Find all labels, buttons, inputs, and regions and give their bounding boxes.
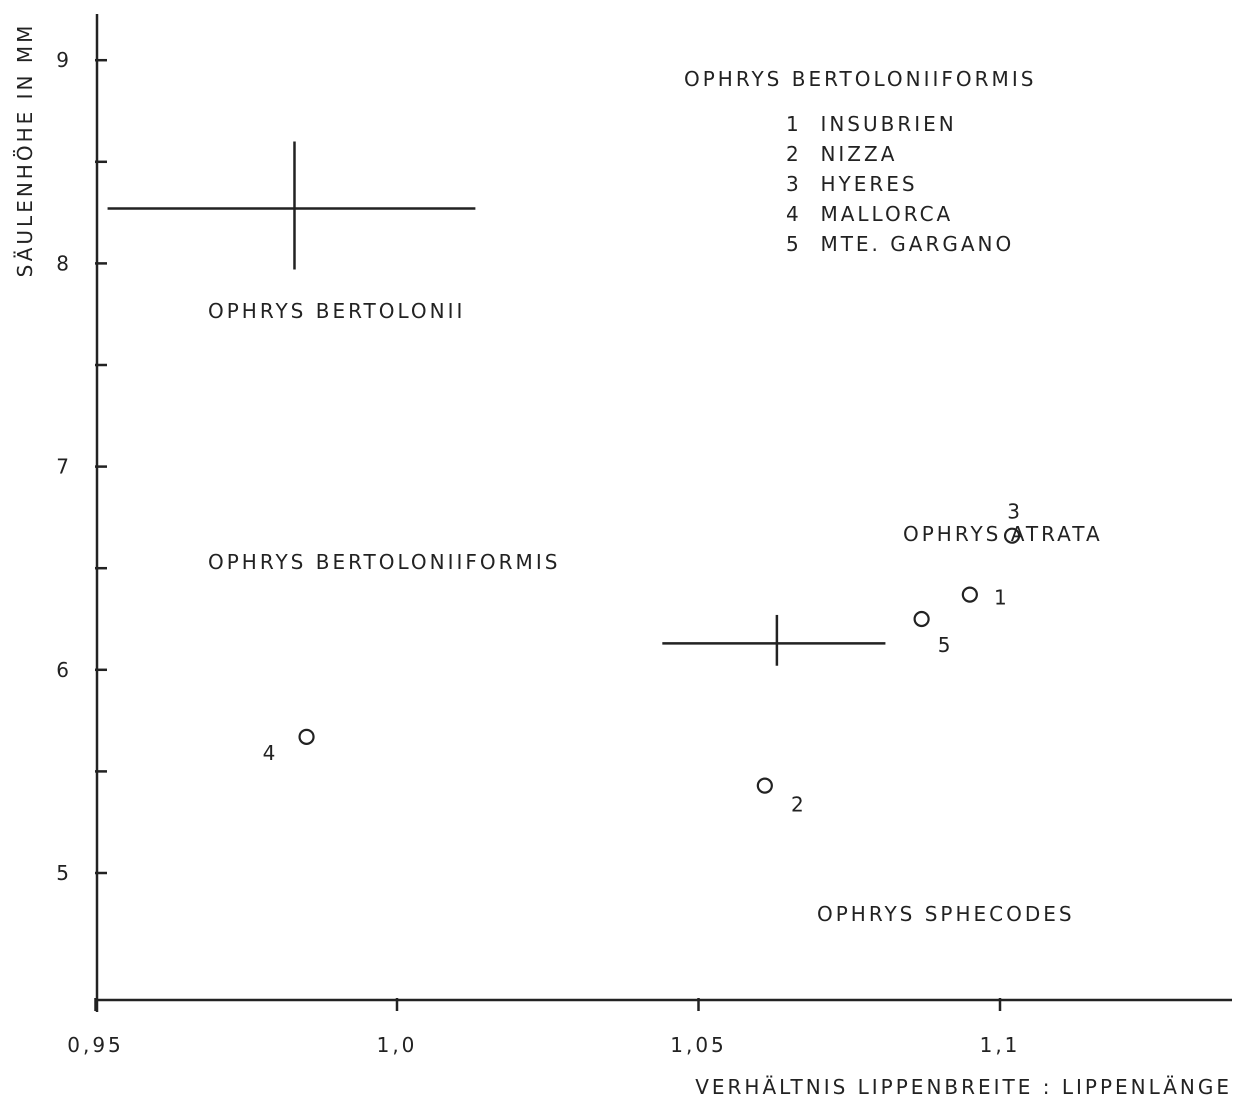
data-point-label: 4 (263, 741, 279, 765)
legend-item: 3 HYERES (786, 172, 918, 196)
x-tick-label: 1,05 (670, 1033, 727, 1057)
x-tick-label: 1,0 (377, 1033, 418, 1057)
y-tick-label: 9 (56, 48, 72, 72)
x-tick-label: 0,95 (67, 1033, 124, 1057)
data-point-label: 1 (994, 586, 1010, 610)
points: 1 2 3 4 5 (263, 500, 1023, 817)
y-axis-label: SÄULENHÖHE IN MM (13, 23, 37, 278)
data-point (298, 728, 315, 745)
x-axis-label: VERHÄLTNIS LIPPENBREITE : LIPPENLÄNGE (695, 1075, 1232, 1099)
legend-item: 4 MALLORCA (786, 202, 953, 226)
legend: OPHRYS BERTOLONIIFORMIS 1 INSUBRIEN 2 NI… (684, 67, 1036, 256)
data-point-label: 3 (1007, 500, 1023, 524)
x-tick-label: 1,1 (980, 1033, 1021, 1057)
data-point (961, 586, 978, 603)
legend-item: 5 MTE. GARGANO (786, 232, 1014, 256)
data-point-label: 5 (938, 633, 954, 657)
species-cross (662, 614, 886, 666)
data-point-label: 2 (791, 793, 807, 817)
data-point (913, 610, 930, 628)
legend-title: OPHRYS BERTOLONIIFORMIS (684, 67, 1036, 91)
species-cross (107, 141, 476, 270)
annotation-bertoloniiformis: OPHRYS BERTOLONIIFORMIS (208, 550, 560, 574)
y-tick-label: 7 (56, 455, 72, 479)
annotation-bertolonii: OPHRYS BERTOLONII (208, 299, 465, 323)
annotation-sphecodes: OPHRYS SPHECODES (817, 902, 1075, 926)
y-tick-label: 5 (56, 861, 72, 885)
legend-item: 1 INSUBRIEN (786, 112, 957, 136)
legend-item: 2 NIZZA (786, 142, 897, 166)
data-point (756, 777, 773, 794)
annotation-atrata: OPHRYS ATRATA (903, 522, 1103, 546)
axes: 0,951,01,051,11,151,21,2556789 (56, 14, 1232, 1057)
y-tick-label: 6 (56, 658, 72, 682)
y-tick-label: 8 (56, 251, 72, 275)
data-point (1003, 527, 1021, 544)
crosses (107, 141, 886, 666)
